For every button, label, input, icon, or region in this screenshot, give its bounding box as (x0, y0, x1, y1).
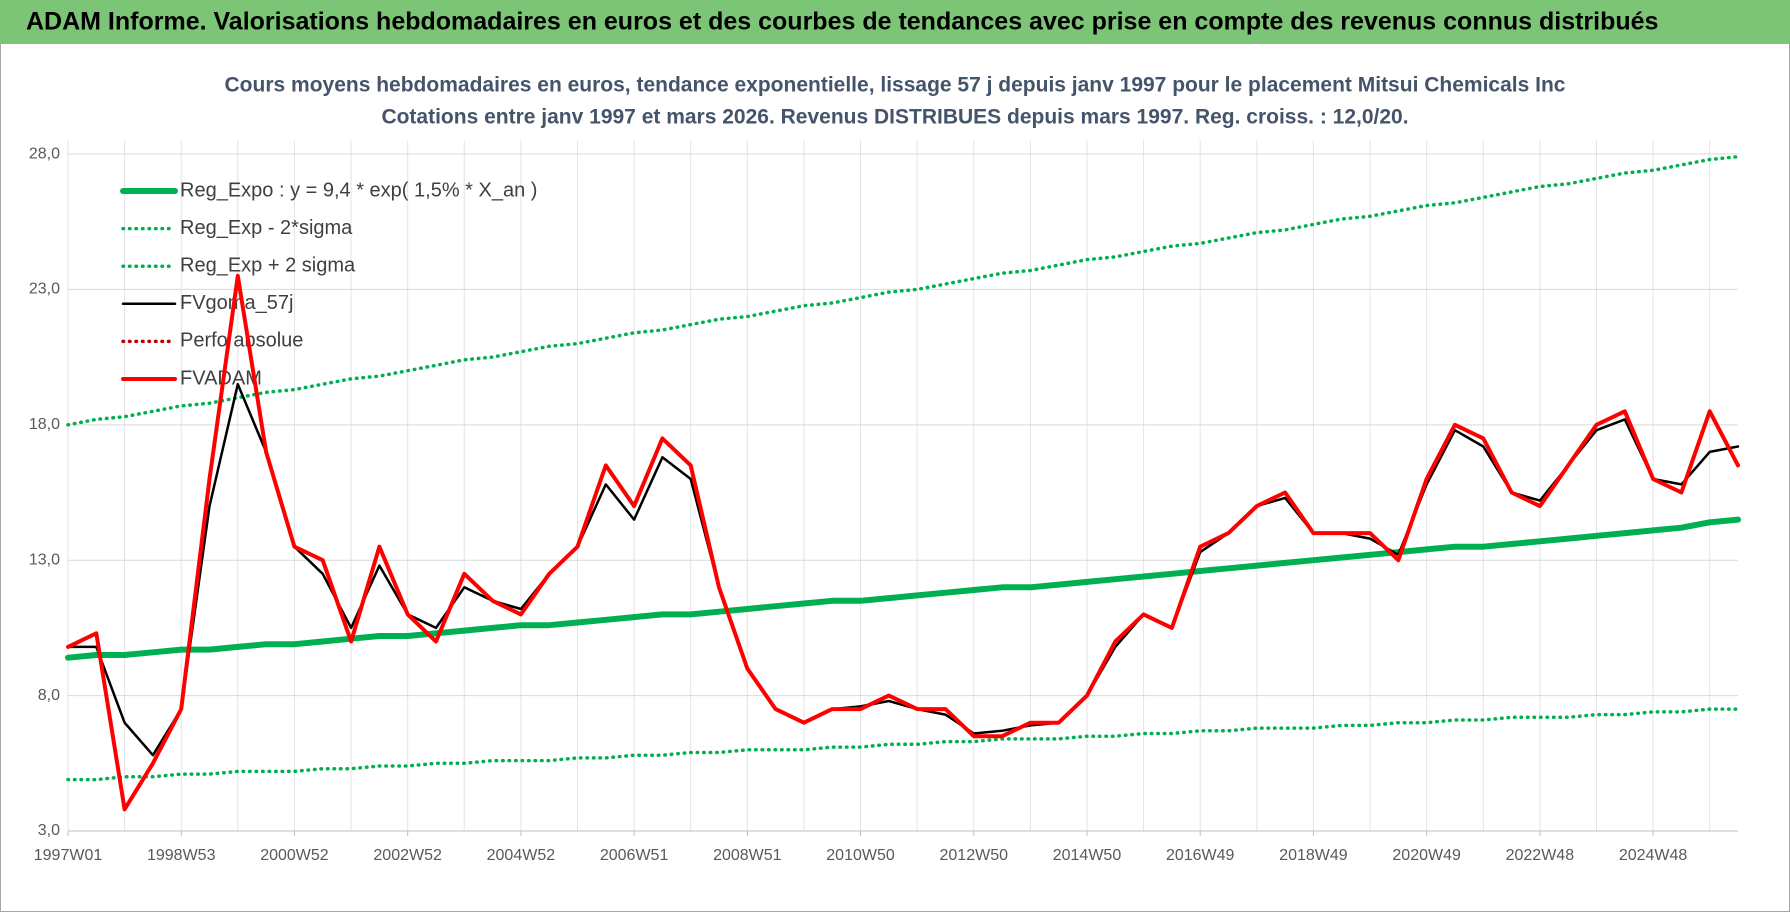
x-tick-label: 2014W50 (1053, 847, 1122, 864)
legend-label: Reg_Exp + 2 sigma (180, 254, 356, 276)
series-line (66, 707, 1740, 782)
chart-subtitle: Cotations entre janv 1997 et mars 2026. … (381, 106, 1408, 129)
y-tick-label: 28,0 (29, 145, 60, 162)
x-tick-label: 2010W50 (826, 847, 895, 864)
y-tick-label: 3,0 (38, 822, 60, 839)
y-tick-label: 23,0 (29, 281, 60, 298)
series-line (66, 273, 1740, 812)
x-tick-label: 2006W51 (600, 847, 669, 864)
series-line (65, 516, 1741, 661)
grid (67, 140, 1738, 832)
series-line (66, 382, 1740, 757)
y-tick-label: 8,0 (38, 687, 60, 704)
legend-label: Perfo absolue (180, 330, 303, 352)
y-tick-label: 13,0 (29, 551, 60, 568)
x-tick-label: 2020W49 (1392, 847, 1461, 864)
y-tick-label: 18,0 (29, 416, 60, 433)
header-title: ADAM Informe. Valorisations hebdomadaire… (26, 8, 1658, 36)
legend-label: Reg_Expo : y = 9,4 * exp( 1,5% * X_an ) (180, 179, 537, 201)
legend-label: Reg_Exp - 2*sigma (180, 217, 353, 239)
x-tick-label: 2022W48 (1506, 847, 1575, 864)
x-tick-label: 2012W50 (940, 847, 1009, 864)
series-line (66, 154, 1740, 427)
legend: Reg_Expo : y = 9,4 * exp( 1,5% * X_an ) R… (120, 179, 537, 389)
x-tick-label: 1998W53 (147, 847, 216, 864)
x-tick-label: 2018W49 (1279, 847, 1348, 864)
chart-title: Cours moyens hebdomadaires en euros, ten… (225, 74, 1566, 97)
header-bar (0, 0, 1790, 44)
x-tick-label: 2024W48 (1619, 847, 1688, 864)
x-tick-label: 2008W51 (713, 847, 782, 864)
plot-lines (65, 154, 1741, 812)
legend-label: FVADAM (180, 367, 262, 389)
tick-labels: 3,0 8,0 13,0 18,0 23,0 28,0 1997W01 1998W53 2000… (29, 145, 1688, 864)
x-tick-label: 1997W01 (34, 847, 103, 864)
x-tick-label: 2016W49 (1166, 847, 1235, 864)
x-tick-label: 2004W52 (487, 847, 556, 864)
legend-label: FVgoma_57j (180, 292, 293, 314)
x-tick-label: 2000W52 (260, 847, 329, 864)
x-tick-label: 2002W52 (373, 847, 442, 864)
